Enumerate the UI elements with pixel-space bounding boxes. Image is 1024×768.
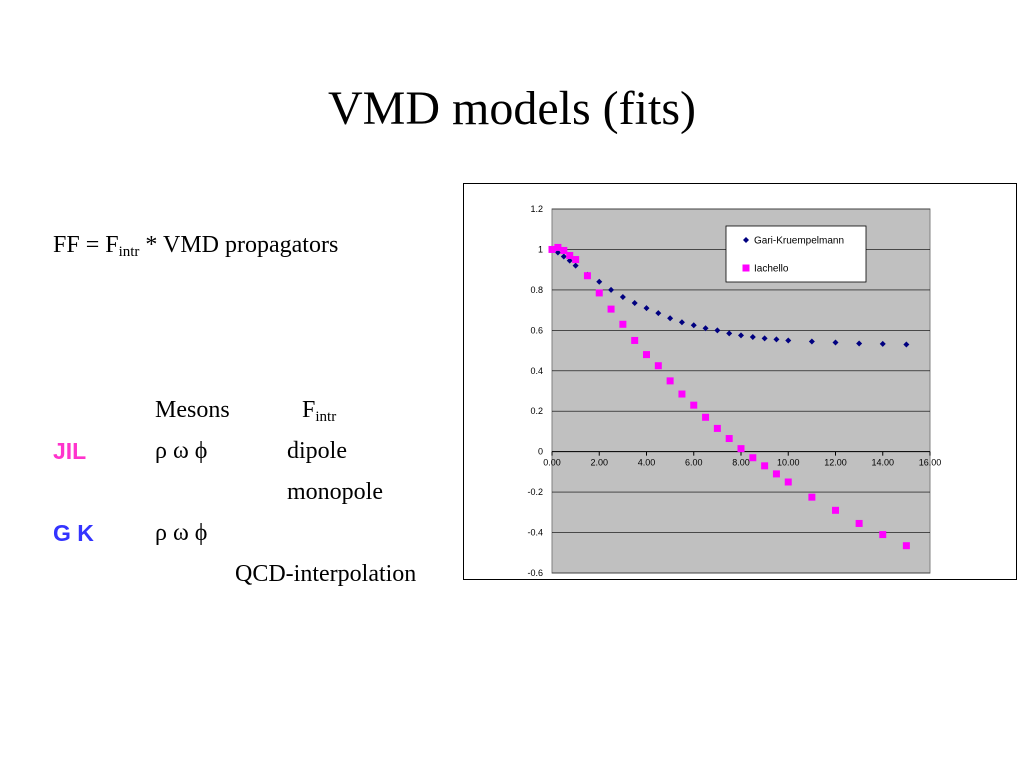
y-tick-label: 1.2 — [530, 204, 543, 214]
header-fintr-sub: intr — [315, 409, 337, 425]
iachello-point — [725, 435, 733, 443]
gari-kruempelmann-point — [631, 300, 638, 307]
x-tick-label: 8.00 — [732, 458, 750, 468]
header-mesons: Mesons — [155, 397, 230, 423]
iachello-point — [749, 454, 757, 462]
formula-text: FF = Fintr * VMD propagators — [53, 232, 339, 260]
x-tick-label: 4.00 — [638, 458, 656, 468]
gari-kruempelmann-point — [785, 337, 792, 344]
x-tick-label: 10.00 — [777, 458, 800, 468]
x-tick-label: 16.00 — [919, 458, 942, 468]
iachello-point — [654, 362, 662, 370]
gari-kruempelmann-point — [566, 257, 573, 264]
legend-label-iachello: Iachello — [754, 264, 789, 275]
iachello-point — [702, 413, 710, 421]
gari-kruempelmann-point — [879, 340, 886, 347]
x-tick-label: 2.00 — [590, 458, 608, 468]
gari-kruempelmann-point — [596, 278, 603, 285]
iachello-point — [855, 519, 863, 527]
iachello-point — [554, 243, 562, 251]
gari-kruempelmann-point — [773, 336, 780, 343]
gari-kruempelmann-point — [726, 330, 733, 337]
y-tick-label: 0.6 — [530, 325, 543, 335]
gari-kruempelmann-point — [554, 249, 561, 256]
x-tick-label: 6.00 — [685, 458, 703, 468]
iachello-point — [607, 305, 615, 313]
iachello-point — [761, 462, 769, 470]
gari-kruempelmann-point — [738, 332, 744, 339]
y-tick-label: -0.4 — [527, 528, 543, 538]
formula-subscript: intr — [118, 244, 140, 260]
y-tick-label: 0.8 — [530, 285, 543, 295]
x-tick-label: 14.00 — [871, 458, 894, 468]
fintr-qcd-interpolation: QCD-interpolation — [235, 561, 417, 587]
header-fintr-main: F — [302, 397, 316, 423]
legend-marker-iachello — [742, 264, 750, 272]
legend-box — [725, 225, 867, 283]
x-tick-label: 0.00 — [543, 458, 561, 468]
iachello-point — [560, 246, 568, 254]
gari-kruempelmann-point — [714, 327, 721, 334]
iachello-point — [690, 401, 698, 409]
iachello-point — [643, 351, 650, 359]
iachello-point — [902, 542, 910, 550]
iachello-point — [713, 424, 721, 432]
iachello-point — [832, 506, 839, 514]
gari-kruempelmann-point — [655, 310, 662, 317]
gari-kruempelmann-point — [678, 319, 685, 326]
y-tick-label: 0.2 — [530, 406, 543, 416]
y-tick-label: 0 — [538, 447, 543, 457]
gari-kruempelmann-point — [832, 339, 839, 346]
iachello-point — [737, 445, 745, 453]
gari-kruempelmann-point — [667, 315, 674, 322]
legend-label-gari-kruempelmann: Gari-Kruempelmann — [754, 236, 844, 247]
iachello-point — [572, 256, 580, 264]
gari-kruempelmann-point — [643, 305, 650, 312]
gari-kruempelmann-point — [702, 325, 709, 332]
gari-kruempelmann-point — [572, 262, 579, 269]
scatter-chart: 1.2 1 0.8 0.6 0.4 0.2 0 -0.2 -0.4 -0.6 0.00 2.00 4.0… — [527, 204, 942, 578]
gari-kruempelmann-point — [761, 335, 768, 342]
model-gk-mesons: ρ ω ϕ — [155, 520, 208, 546]
header-fintr: Fintr — [302, 397, 337, 425]
y-tick-label: -0.2 — [527, 487, 543, 497]
iachello-point — [784, 478, 792, 486]
iachello-point — [879, 531, 887, 539]
iachello-point — [678, 390, 686, 398]
iachello-point — [808, 493, 816, 501]
legend-marker-gari-kruempelmann — [743, 237, 749, 243]
formula-suffix: * VMD propagators — [139, 232, 339, 258]
gari-kruempelmann-point — [619, 293, 626, 300]
fintr-monopole: monopole — [287, 479, 383, 505]
formula-prefix: FF = F — [53, 232, 119, 258]
slide-title: VMD models (fits) — [328, 82, 696, 135]
gari-kruempelmann-point — [690, 322, 697, 329]
gari-kruempelmann-point — [749, 334, 756, 341]
chart-frame: 1.2 1 0.8 0.6 0.4 0.2 0 -0.2 -0.4 -0.6 0.00 2.00 4.0… — [463, 183, 1017, 580]
y-tick-label: 0.4 — [530, 366, 543, 376]
y-tick-label: 1 — [538, 244, 543, 254]
iachello-point — [566, 252, 574, 260]
iachello-point — [595, 289, 603, 297]
gari-kruempelmann-point — [608, 286, 615, 293]
iachello-point — [666, 377, 674, 385]
y-tick-label: -0.6 — [527, 568, 543, 578]
gari-kruempelmann-point — [856, 340, 863, 347]
iachello-point — [631, 336, 639, 344]
iachello-point — [548, 245, 556, 253]
iachello-point — [772, 470, 780, 478]
model-gk-label: G K — [53, 520, 94, 546]
model-jil-mesons: ρ ω ϕ — [155, 438, 208, 464]
gari-kruempelmann-point — [560, 253, 567, 260]
model-jil-label: JIL — [53, 438, 87, 464]
iachello-point — [619, 320, 627, 328]
gari-kruempelmann-point — [903, 341, 910, 348]
fintr-dipole: dipole — [287, 438, 347, 464]
iachello-point — [583, 272, 591, 280]
x-tick-label: 12.00 — [824, 458, 847, 468]
gari-kruempelmann-point — [808, 338, 815, 345]
